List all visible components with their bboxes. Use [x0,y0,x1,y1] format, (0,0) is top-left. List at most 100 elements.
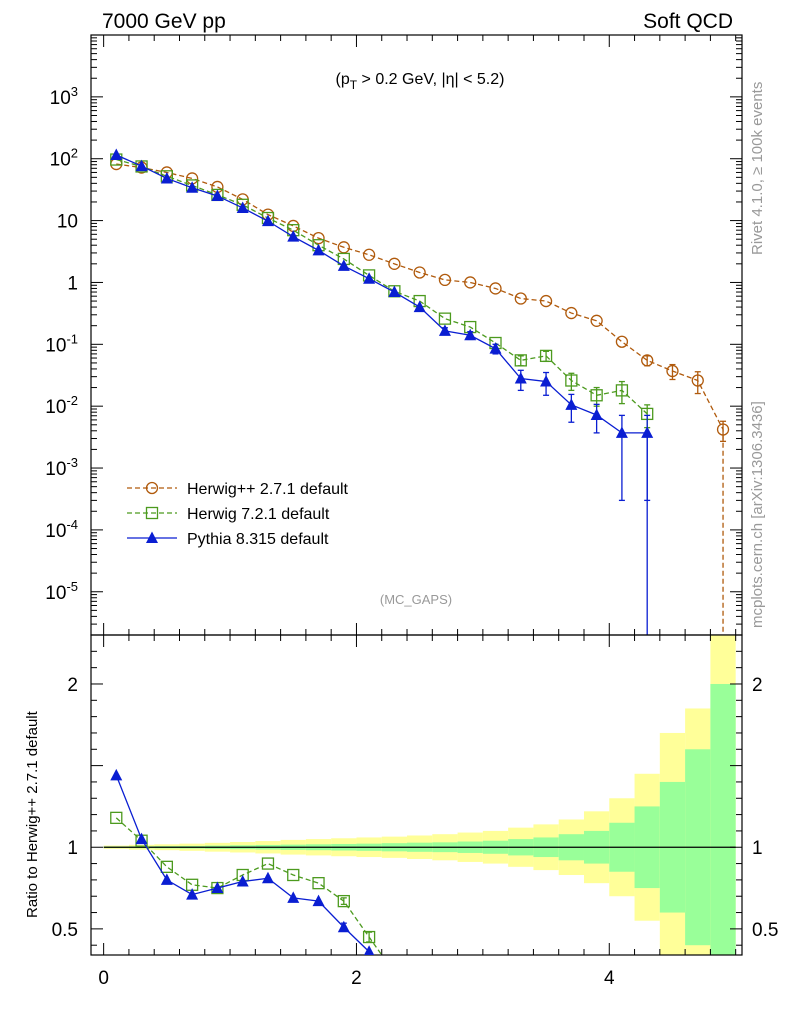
data-point [287,219,300,233]
data-point [211,189,224,201]
series-herwig-2-7-1-default [110,157,730,635]
data-point [565,398,578,410]
y-tick-label: 10-4 [45,517,78,542]
data-point [287,230,300,242]
data-point [110,811,123,825]
data-point [236,201,249,213]
y-tick-label: 103 [50,84,78,109]
main-y-tick-labels: 10-5 10-4 10-3 10-2 10-1 1 10 102 103 [45,84,78,604]
ratio-frame [90,634,743,956]
ratio-x-tick-labels: 0 2 4 [98,968,615,989]
data-point [489,282,502,295]
legend-entry: Herwig 7.2.1 default [187,506,330,523]
series-herwig-7-2-1-default [110,153,654,429]
data-point [413,266,426,279]
cut-text: (pT > 0.2 GeV, |η| < 5.2) [336,71,505,92]
data-point [388,285,401,298]
data-point [388,257,401,270]
data-point [362,248,376,261]
legend-entry: Pythia 8.315 default [187,531,329,548]
data-point [337,259,350,271]
ratio-series-line [115,775,373,955]
data-point [312,877,325,890]
data-point [236,875,249,887]
data-point [514,354,527,367]
data-point [261,214,274,227]
analysis-label: (MC_GAPS) [380,592,452,607]
main-y-ticks [91,37,742,636]
main-x-ticks [103,35,737,635]
data-point [337,920,350,933]
y-tick-label: 1 [67,273,78,294]
data-point [337,894,350,908]
main-plot-area: 10-5 10-4 10-3 10-2 10-1 1 10 102 103 Herwig++ 2.… [45,34,743,636]
left-title: 7000 GeV pp [102,10,226,33]
y-tick-label: 10-3 [45,455,78,480]
y-tick-label: 10-1 [45,331,78,356]
series-pythia-8-315-default [110,148,654,635]
data-point [514,372,527,384]
y-tick-label: 1 [67,838,78,859]
data-point [312,894,325,907]
y-tick-label: 102 [50,146,78,171]
data-point [641,426,654,438]
data-point [666,364,679,378]
x-tick-label: 4 [604,968,615,989]
legend-entry: Herwig++ 2.7.1 default [187,481,349,498]
data-point [438,324,451,336]
data-point [590,408,603,420]
y-tick-label: 0.5 [52,920,78,941]
data-point [565,374,578,387]
data-point [135,159,148,172]
data-point [590,389,603,402]
data-point [615,335,629,348]
data-point [110,148,123,160]
data-point [312,243,325,256]
ratio-y-ticks [91,650,742,946]
data-point [641,354,654,367]
ratio-y-tick-labels: 0.5 0.5 1 1 2 2 [52,675,779,941]
data-point [539,349,553,363]
ratio-series-group [110,768,383,955]
data-point [261,857,275,870]
data-point [363,272,376,284]
y-tick-label-right: 0.5 [752,920,778,941]
series-line [116,154,648,635]
data-point [615,426,628,438]
data-point [438,312,452,325]
data-point [261,871,274,884]
data-point [160,171,173,184]
series-line [116,163,724,635]
main-series-group [110,148,730,635]
data-point [514,292,527,305]
data-point [135,832,148,845]
data-point [145,506,159,520]
y-tick-label: 10-5 [45,579,78,604]
x-tick-label: 0 [98,968,109,989]
side-label-top: Rivet 4.1.0, ≥ 100k events [749,82,766,255]
data-point [590,314,603,327]
data-point [540,375,553,387]
right-title: Soft QCD [643,10,733,33]
legend: Herwig++ 2.7.1 default Herwig 7.2.1 defau… [127,481,349,548]
data-point [312,232,325,245]
ratio-series-pythia-8-315-default [110,768,375,955]
data-point [464,276,477,289]
data-point [565,306,578,320]
y-tick-label-right: 2 [752,675,763,696]
data-point [691,374,704,387]
side-label-bottom: mcplots.cern.ch [arXiv:1306.3436] [749,401,766,628]
data-point [287,868,300,882]
y-tick-label: 2 [67,675,78,696]
data-point [110,768,123,781]
y-tick-label: 10 [57,212,78,233]
data-point [464,328,477,341]
data-point [160,860,173,873]
data-point [413,300,426,313]
data-point [716,423,730,436]
ratio-plot-area: 0 2 4 0.5 0.5 1 1 2 2 [52,634,779,989]
data-point [287,891,300,903]
ratio-ylabel: Ratio to Herwig++ 2.7.1 default [24,710,41,918]
ratio-x-ticks [103,635,737,955]
data-point [186,181,199,193]
